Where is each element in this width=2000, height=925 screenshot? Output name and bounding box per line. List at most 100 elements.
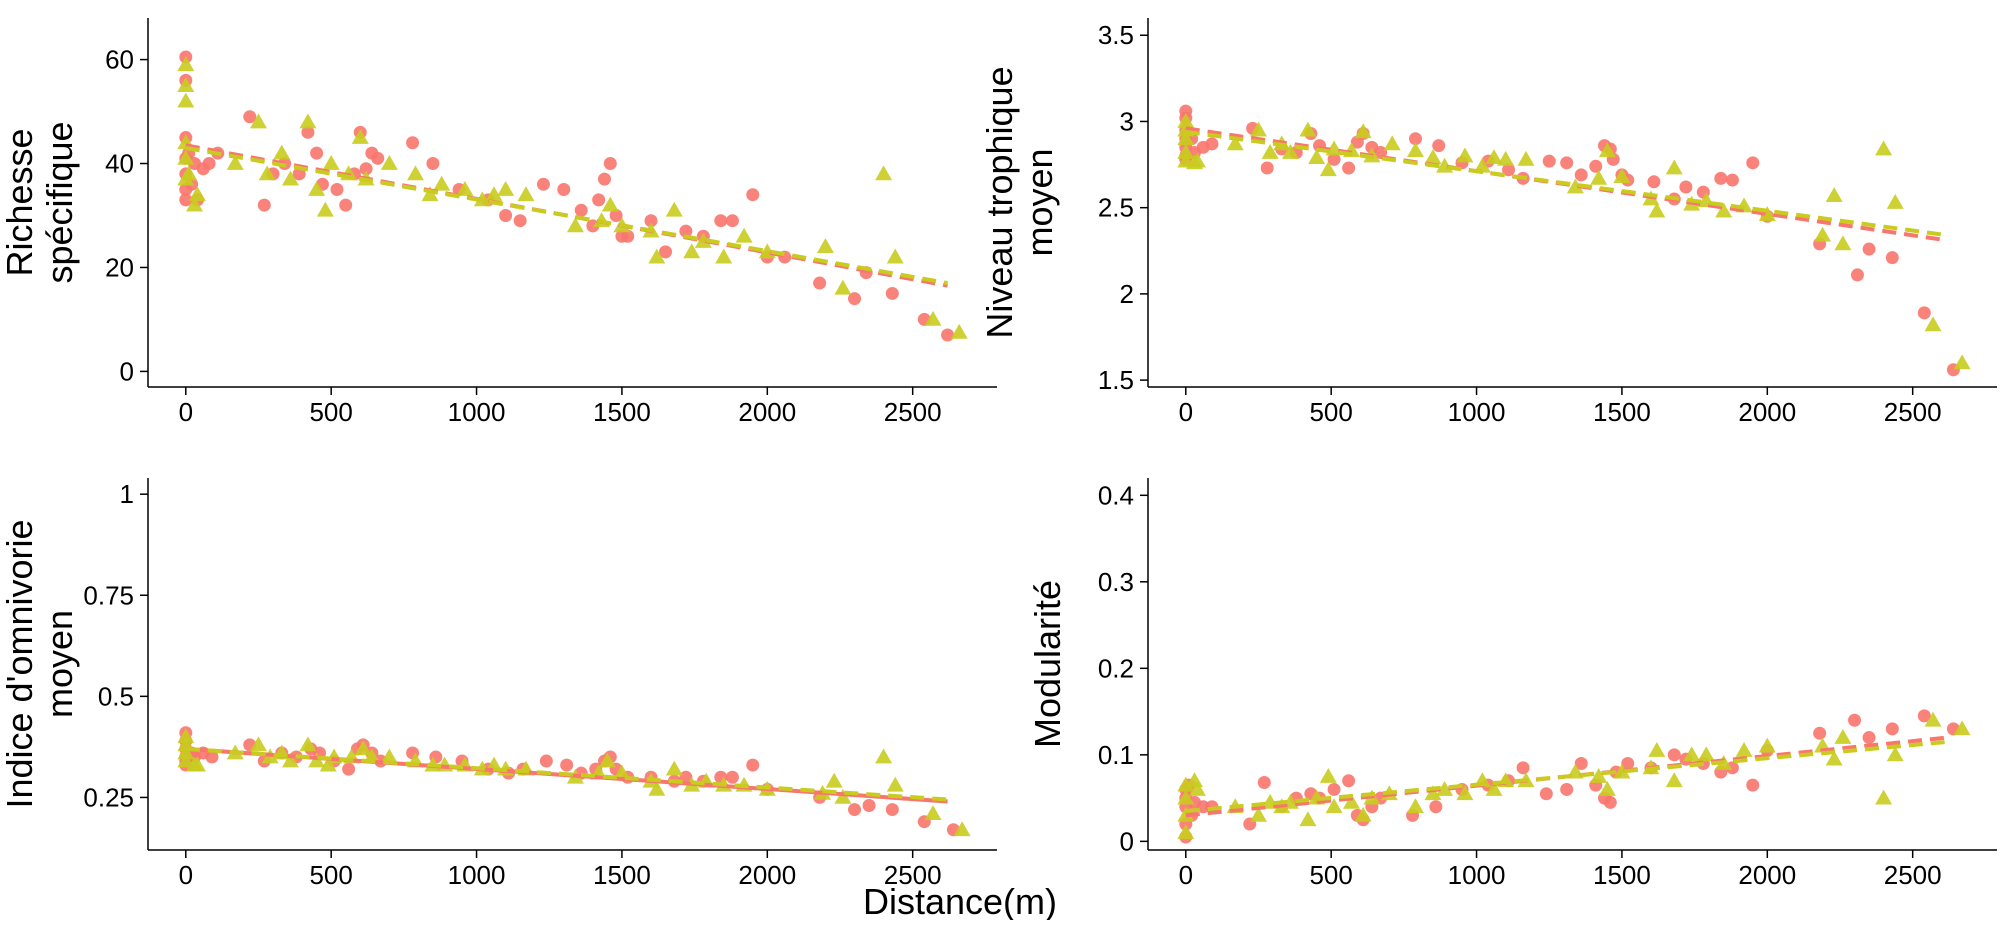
data-point-triangle (950, 323, 968, 339)
data-point-triangle (1648, 742, 1666, 757)
data-point-circle (725, 214, 739, 228)
data-point-circle (426, 157, 440, 171)
data-point-triangle (177, 752, 195, 768)
trend-line (1185, 739, 1948, 814)
data-point-circle (202, 157, 216, 171)
data-point-circle (621, 229, 635, 243)
y-tick-label: 0.1 (1098, 740, 1134, 770)
data-point-circle (1746, 156, 1760, 170)
data-point-circle (179, 193, 193, 207)
data-point-triangle (485, 186, 503, 202)
data-point-triangle (308, 181, 326, 196)
data-point-triangle (180, 165, 198, 181)
data-point-triangle (735, 227, 753, 243)
data-point-circle (609, 208, 623, 222)
data-point-circle (1327, 782, 1341, 796)
data-point-triangle (1875, 789, 1893, 805)
data-point-triangle (715, 248, 733, 264)
y-tick-label: 3.5 (1098, 20, 1134, 50)
data-point-triangle (953, 821, 971, 837)
data-point-triangle (1261, 143, 1279, 159)
data-point-triangle (694, 232, 712, 248)
data-point-triangle (1665, 159, 1683, 175)
data-point-circle (301, 125, 315, 139)
data-point-triangle (456, 181, 474, 196)
data-point-circle (1667, 748, 1681, 762)
data-point-circle (1502, 163, 1516, 177)
data-point-triangle (1715, 202, 1733, 218)
data-point-triangle (1613, 763, 1631, 779)
data-point-triangle (665, 201, 683, 217)
data-point-circle (292, 167, 306, 181)
data-point-triangle (1953, 354, 1971, 370)
data-point-circle (310, 146, 324, 160)
data-point-triangle (1188, 152, 1206, 168)
x-tick-label: 1500 (593, 860, 651, 890)
data-point-circle (1574, 168, 1588, 182)
data-point-circle (1679, 180, 1693, 194)
data-point-triangle (299, 113, 317, 129)
data-point-circle (1560, 782, 1574, 796)
data-point-circle (1862, 731, 1876, 745)
data-point-circle (1327, 152, 1341, 166)
data-point-circle (603, 157, 617, 171)
data-point-circle (342, 762, 356, 776)
data-point-triangle (683, 243, 701, 259)
data-point-triangle (1825, 750, 1843, 766)
data-point-circle (1574, 756, 1588, 770)
data-point-triangle (601, 196, 619, 212)
data-point-triangle (1177, 130, 1195, 146)
data-point-circle (257, 198, 271, 212)
data-point-triangle (648, 780, 666, 796)
y-tick-label: 0 (1120, 826, 1134, 856)
data-point-triangle (249, 113, 267, 129)
data-point-triangle (281, 752, 299, 768)
data-point-triangle (1354, 123, 1372, 139)
data-point-triangle (1188, 780, 1206, 796)
data-point-triangle (177, 56, 195, 72)
data-point-triangle (825, 772, 843, 788)
data-point-triangle (1598, 142, 1616, 158)
data-point-triangle (1383, 135, 1401, 151)
x-tick-label: 0 (1179, 397, 1193, 427)
data-point-triangle (226, 155, 244, 170)
data-point-triangle (177, 92, 195, 108)
data-point-circle (885, 286, 899, 300)
data-point-circle (679, 224, 693, 238)
data-point-circle (862, 799, 876, 813)
y-tick-label: 3 (1120, 106, 1134, 136)
x-tick-label: 1500 (1593, 397, 1651, 427)
y-tick-label: 0.5 (98, 681, 134, 711)
x-tick-label: 2000 (738, 397, 796, 427)
data-point-circle (1432, 139, 1446, 153)
data-point-circle (499, 208, 513, 222)
data-point-triangle (1308, 149, 1326, 165)
data-point-triangle (613, 764, 631, 780)
data-point-triangle (875, 165, 893, 181)
data-point-circle (813, 276, 827, 290)
x-tick-label: 1500 (593, 397, 651, 427)
x-tick-label: 500 (309, 397, 352, 427)
y-tick-label: 0.25 (83, 782, 134, 812)
data-point-triangle (1177, 143, 1195, 159)
y-tick-label: 0.75 (83, 580, 134, 610)
data-point-triangle (1758, 737, 1776, 753)
data-point-circle (1260, 161, 1274, 175)
panel-niveau-trophique: 0 500 1000 1500 2000 2500 1.5 2 2.5 3 3.5 Niveau tr… (979, 18, 1997, 427)
data-point-circle (714, 214, 728, 228)
data-point-circle (941, 328, 955, 342)
x-tick-label: 0 (179, 860, 193, 890)
data-point-triangle (177, 744, 195, 760)
data-point-circle (330, 183, 344, 197)
data-point-triangle (1424, 785, 1442, 801)
data-point-circle (574, 203, 588, 217)
data-point-circle (644, 214, 658, 228)
data-point-circle (1647, 175, 1661, 189)
data-point-triangle (316, 201, 334, 217)
data-point-circle (1257, 776, 1271, 790)
data-point-triangle (1325, 798, 1343, 814)
data-point-triangle (1758, 206, 1776, 221)
data-point-circle (746, 758, 760, 772)
